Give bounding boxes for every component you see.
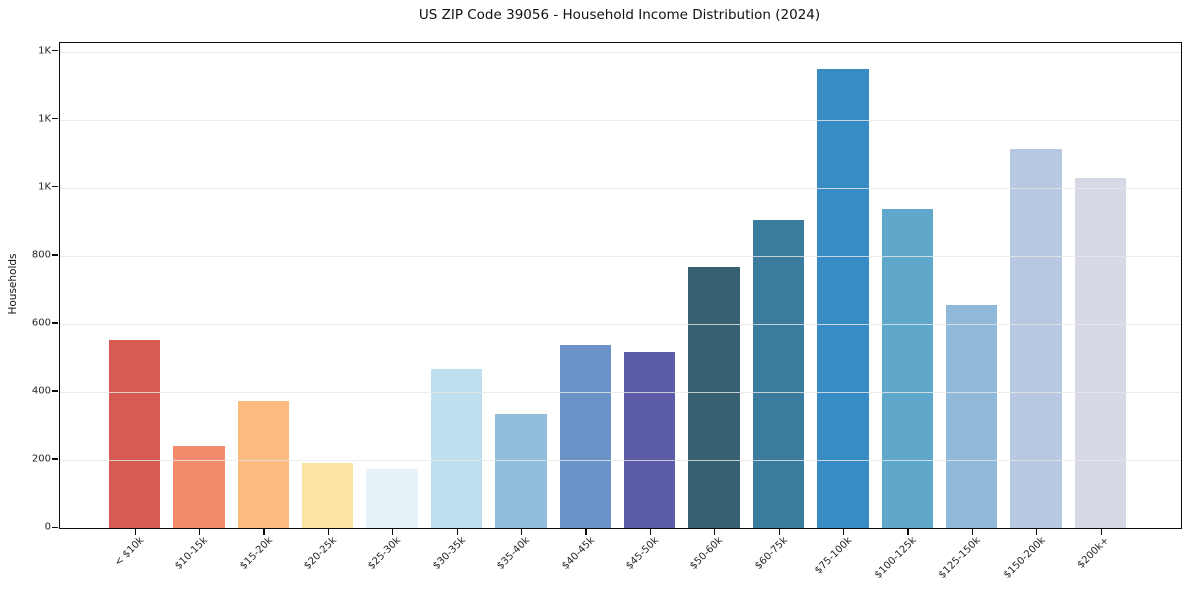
x-tick-label: < $10k — [112, 535, 146, 569]
bar-10k — [108, 340, 161, 528]
y-tick-mark — [52, 458, 58, 460]
x-tick-mark — [842, 528, 845, 535]
gridline-1400 — [60, 51, 1181, 53]
plot-area — [59, 42, 1182, 529]
bar-100-125k — [881, 208, 934, 528]
y-tick-label: 600 — [31, 317, 51, 329]
x-tick-mark — [327, 528, 329, 535]
x-tick-label: $45-50k — [624, 535, 661, 572]
x-tick-mark — [520, 528, 523, 535]
x-tick-label: $60-75k — [752, 535, 790, 572]
y-tick-mark — [52, 526, 58, 528]
y-tick-label: 1K — [38, 45, 51, 56]
x-tick-label: $20-25k — [302, 535, 339, 572]
y-tick-mark — [52, 186, 58, 188]
bar-10-15k — [173, 446, 225, 528]
x-tick-label: $200k+ — [1075, 535, 1112, 571]
x-tick-label: $150-200k — [1001, 535, 1048, 581]
y-tick-mark — [52, 50, 58, 52]
x-tick-label: $25-30k — [366, 535, 404, 572]
bar-35-40k — [495, 413, 547, 528]
y-tick-mark — [52, 254, 58, 256]
bar-125-150k — [945, 304, 998, 528]
gridline-1000 — [60, 187, 1181, 189]
x-tick-label: $15-20k — [237, 535, 275, 572]
x-tick-mark — [971, 528, 973, 535]
bar-200k — [1074, 177, 1127, 528]
x-tick-label: $40-45k — [559, 535, 597, 572]
y-tick-mark — [52, 118, 58, 120]
bar-25-30k — [366, 469, 418, 528]
bar-45-50k — [623, 352, 676, 528]
gridline-200 — [60, 459, 1181, 461]
x-tick-mark — [263, 528, 265, 535]
bar-40-45k — [559, 344, 612, 528]
x-tick-mark — [1100, 528, 1102, 535]
gridline-400 — [60, 391, 1181, 393]
bar-50-60k — [688, 266, 740, 528]
y-tick-label: 400 — [31, 385, 51, 397]
gridline-600 — [60, 323, 1181, 325]
y-tick-label: 0 — [44, 521, 51, 533]
bar-150-200k — [1010, 148, 1062, 528]
bar-60-75k — [752, 219, 805, 528]
y-tick-label: 800 — [31, 249, 51, 261]
y-tick-label: 1K — [38, 181, 51, 193]
y-tick-mark — [52, 390, 58, 392]
bar-15-20k — [237, 400, 290, 528]
gridline-1200 — [60, 119, 1181, 121]
x-tick-label: $30-35k — [430, 535, 468, 572]
x-tick-mark — [134, 528, 136, 535]
x-tick-mark — [392, 528, 394, 535]
x-tick-mark — [778, 528, 780, 535]
y-tick-label: 1K — [38, 113, 51, 125]
x-tick-label: $35-40k — [495, 535, 533, 572]
x-tick-mark — [585, 528, 587, 535]
x-tick-mark — [649, 528, 651, 535]
x-tick-mark — [1036, 528, 1038, 535]
y-tick-mark — [52, 322, 58, 324]
bar-30-35k — [430, 368, 483, 528]
y-tick-label: 200 — [31, 453, 51, 465]
x-tick-label: $50-60k — [688, 535, 726, 572]
gridline-800 — [60, 255, 1181, 257]
bar-20-25k — [301, 462, 354, 528]
x-tick-label: $10-15k — [173, 535, 211, 572]
x-tick-label: $100-125k — [872, 535, 919, 581]
x-tick-mark — [456, 528, 458, 535]
y-axis-label: Households — [7, 253, 19, 315]
chart-title: US ZIP Code 39056 - Household Income Dis… — [418, 7, 821, 23]
x-tick-mark — [907, 528, 909, 535]
x-tick-mark — [198, 528, 201, 535]
x-tick-label: $75-100k — [812, 535, 855, 577]
x-tick-mark — [714, 528, 716, 535]
x-tick-label: $125-150k — [937, 535, 983, 581]
bar-75-100k — [817, 68, 869, 528]
